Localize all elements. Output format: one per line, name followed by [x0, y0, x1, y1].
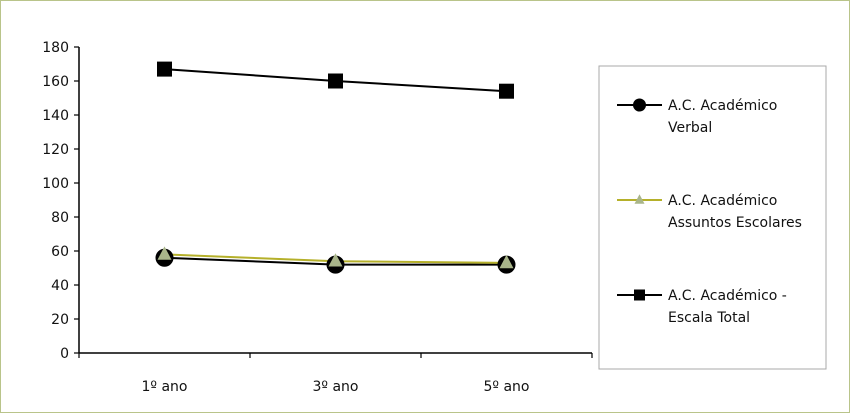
legend-marker [633, 98, 646, 112]
data-point [499, 83, 514, 99]
y-tick-label: 80 [51, 210, 69, 226]
legend-box [598, 65, 827, 370]
data-point [157, 61, 172, 77]
y-tick-label: 140 [42, 108, 69, 124]
legend-label: A.C. Académico - [668, 288, 787, 304]
legend-label: A.C. Académico [668, 98, 777, 114]
y-tick-label: 100 [42, 176, 69, 192]
legend-label: Assuntos Escolares [668, 215, 802, 231]
legend-marker [634, 194, 645, 204]
legend-label: A.C. Académico [668, 193, 777, 209]
legend-label: Escala Total [668, 310, 750, 326]
y-tick-label: 0 [60, 346, 69, 362]
data-point [157, 246, 172, 260]
y-tick-label: 20 [51, 312, 69, 328]
x-tick-label: 3º ano [313, 379, 359, 395]
data-point [328, 253, 343, 267]
y-tick-label: 60 [51, 244, 69, 260]
legend-marker [634, 289, 645, 301]
data-point [499, 254, 514, 269]
y-tick-label: 120 [42, 142, 69, 158]
legend-label: Verbal [668, 120, 712, 136]
y-tick-label: 160 [42, 74, 69, 90]
series-layer [155, 61, 516, 274]
axes: 0 20 40 60 80 100 120 140 160 180 1º ano 3º ano 5º a… [42, 40, 593, 395]
data-point [328, 73, 343, 89]
y-tick-label: 40 [51, 278, 69, 294]
legend: A.C. Académico Verbal A.C. Académico Assunt… [598, 65, 827, 370]
x-tick-label: 5º ano [484, 379, 530, 395]
x-tick-label: 1º ano [142, 379, 188, 395]
y-tick-label: 180 [42, 40, 69, 56]
